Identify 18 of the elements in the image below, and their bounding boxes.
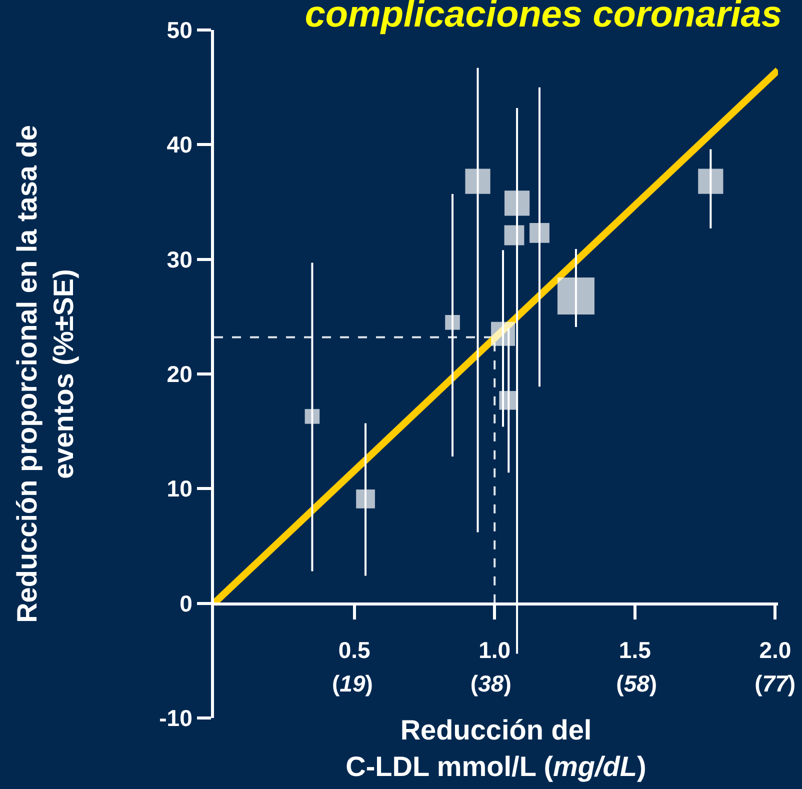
y-tick-label: 40 [166,132,192,158]
y-tick-label: 30 [166,246,192,272]
y-axis-title: Reducción proporcional en la tasa de eventos (%±SE) [11,125,79,623]
x2-tick-label: (77) [754,670,796,696]
chart-title: complicaciones coronarias [304,0,782,35]
x-tick-label: 2.0 [759,636,792,663]
x-axis-title: Reducción del C-LDL mmol/L (mg/dL) [346,714,646,782]
y-tick-label: -10 [159,705,192,732]
x2-tick-label: (38) [470,670,512,696]
y-tick-label: 0 [180,590,192,616]
x2-tick-label: (58) [616,670,658,696]
x2-tick-label: (19) [332,670,373,696]
x-tick-label: 1.5 [618,636,652,663]
y-tick-label: 10 [166,476,192,502]
x-tick-label: 1.0 [478,636,511,663]
y-tick-label: 50 [166,17,192,44]
x-tick-label: 0.5 [338,636,370,663]
y-tick-label: 20 [166,361,192,388]
